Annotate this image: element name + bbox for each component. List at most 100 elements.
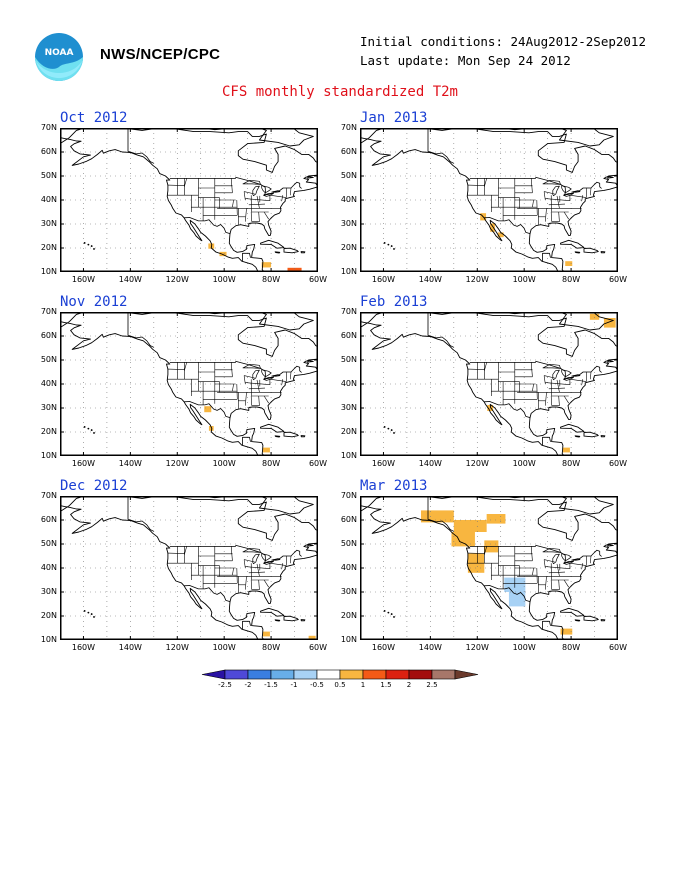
map-panel-dec [60, 496, 318, 640]
state-border [532, 567, 534, 576]
map-panel-nov [60, 312, 318, 456]
state-border [556, 195, 560, 209]
lat-label: 60N [340, 515, 357, 524]
state-border [544, 375, 555, 379]
island-outline [560, 607, 585, 617]
lon-label: 60W [308, 459, 328, 468]
state-border [558, 579, 560, 590]
state-border [263, 579, 269, 588]
hawaii-island [390, 429, 393, 431]
lat-label: 60N [40, 147, 57, 156]
panel-title-oct: Oct 2012 [60, 110, 128, 126]
island-outline [606, 176, 614, 179]
lat-label: 30N [340, 219, 357, 228]
lat-label: 10N [340, 451, 357, 460]
colorbar-swatch [385, 669, 410, 680]
hawaii-island [90, 613, 93, 615]
island-outline [574, 619, 581, 622]
colorbar-label: 2.5 [426, 681, 437, 689]
colorbar-swatch [247, 669, 272, 680]
state-border [263, 211, 269, 220]
state-border [290, 555, 292, 564]
colorbar-swatch [362, 669, 387, 680]
island-outline [495, 496, 614, 515]
colorbar-swatch [224, 669, 249, 680]
lon-label: 120W [465, 275, 489, 284]
lon-label: 80W [262, 459, 281, 468]
state-border [563, 395, 569, 404]
state-border [548, 203, 566, 206]
logo-text: NOAA [45, 48, 74, 58]
country-border [127, 128, 154, 164]
hawaii-island [390, 613, 393, 615]
lat-label: 40N [40, 195, 57, 204]
great-lake [271, 558, 281, 561]
country-border [169, 177, 302, 196]
lat-label: 20N [40, 243, 57, 252]
state-border [545, 382, 570, 385]
island-outline [583, 431, 599, 438]
state-border [243, 375, 246, 385]
panel-title-feb: Feb 2013 [360, 294, 428, 310]
anomaly-cell [562, 447, 570, 453]
hawaii-island [387, 243, 390, 246]
colorbar-swatch [454, 669, 479, 680]
state-border [556, 379, 560, 393]
lon-label: 60W [608, 275, 628, 284]
anomaly-cell [589, 313, 600, 320]
lat-label: 70N [40, 491, 57, 500]
island-outline [583, 247, 599, 254]
state-border [484, 178, 487, 187]
island-outline [495, 128, 614, 147]
lon-label: 160W [71, 643, 96, 652]
state-border [281, 563, 284, 570]
anomaly-cell [262, 447, 270, 453]
island-outline [306, 360, 314, 363]
anomaly-cell [287, 267, 302, 272]
state-border [581, 379, 584, 386]
state-border [245, 198, 270, 201]
lon-label: 120W [165, 643, 189, 652]
great-lake [263, 560, 274, 565]
great-lake [561, 185, 572, 194]
state-border [548, 571, 566, 574]
country-border [427, 312, 454, 348]
lon-label: 60W [608, 643, 628, 652]
state-border [569, 562, 587, 566]
hawaii-island [87, 243, 90, 246]
lon-label: 160W [371, 275, 396, 284]
country-border [542, 620, 551, 629]
island-outline [195, 312, 314, 331]
lat-label: 40N [340, 379, 357, 388]
last-update: Last update: Mon Sep 24 2012 [360, 53, 571, 68]
country-border [127, 312, 154, 348]
country-border [484, 401, 531, 419]
lat-label: 70N [40, 307, 57, 316]
lat-label: 70N [340, 491, 357, 500]
state-border [248, 203, 266, 206]
hawaii-island [83, 426, 86, 428]
map-panel-feb [360, 312, 618, 456]
country-border [484, 217, 531, 235]
great-lake [263, 192, 274, 197]
lon-label: 60W [608, 459, 628, 468]
hawaii-island [393, 432, 395, 434]
state-border [581, 563, 584, 570]
great-lake [561, 369, 572, 378]
map-panel-mar [360, 496, 618, 640]
lat-label: 50N [40, 539, 57, 548]
state-border [590, 187, 592, 196]
anomaly-cell [603, 318, 616, 328]
great-lake [571, 558, 581, 561]
country-border [184, 217, 231, 235]
great-lake [252, 553, 260, 565]
initial-conditions: Initial conditions: 24Aug2012-2Sep2012 [360, 34, 646, 49]
state-border [290, 187, 292, 196]
lat-label: 70N [340, 123, 357, 132]
page-title: CFS monthly standardized T2m [221, 84, 458, 100]
great-lake [261, 185, 272, 194]
island-outline [274, 619, 281, 622]
state-border [269, 378, 287, 382]
state-border [244, 559, 255, 563]
lat-label: 40N [40, 379, 57, 388]
